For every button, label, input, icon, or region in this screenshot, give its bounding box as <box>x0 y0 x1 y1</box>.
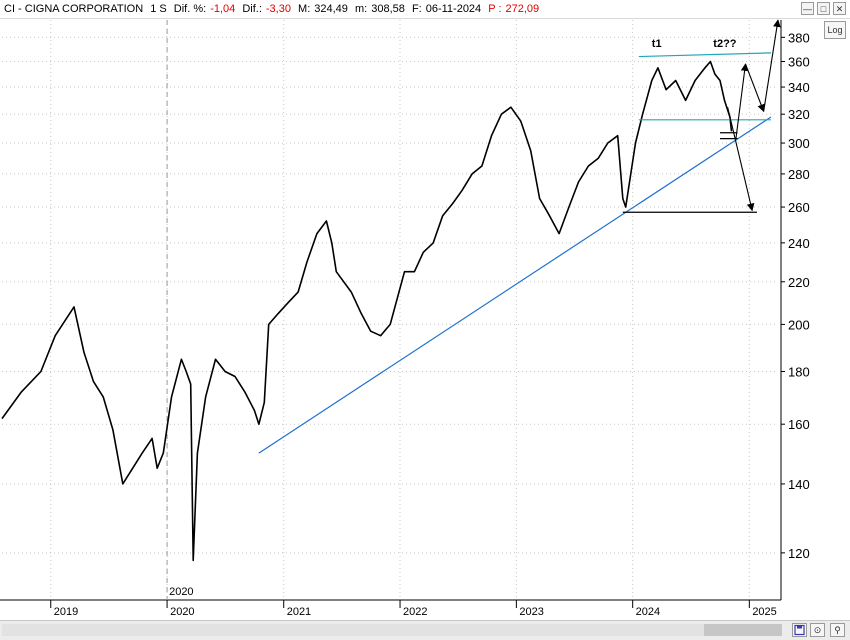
dif-pct-label: Dif. %: <box>173 3 207 15</box>
title-bar: CI - CIGNA CORPORATION 1 S Dif. %: -1,04 … <box>0 0 850 19</box>
close-icon[interactable]: ✕ <box>833 2 846 15</box>
support-trendline <box>258 116 772 454</box>
y-tick-label: 180 <box>788 365 810 380</box>
scrollbar-thumb[interactable] <box>704 624 782 636</box>
x-tick-label: 2019 <box>54 606 78 618</box>
y-tick-label: 140 <box>788 477 810 492</box>
max-value: 324,49 <box>314 3 348 15</box>
date-label: F: <box>411 3 422 15</box>
dif-pct-value: -1,04 <box>210 3 236 15</box>
x-tick-label: 2025 <box>752 606 776 618</box>
y-tick-label: 120 <box>788 546 810 561</box>
y-tick-label: 200 <box>788 317 810 332</box>
log-scale-button[interactable]: Log <box>824 21 846 39</box>
window-controls: — □ ✕ <box>801 2 846 15</box>
x-tick-label: 2021 <box>287 606 311 618</box>
min-label: m: <box>354 3 368 15</box>
price-label: P : <box>488 3 502 15</box>
price-value: 272,09 <box>505 3 540 15</box>
ticker-label: CI - CIGNA CORPORATION <box>4 3 144 15</box>
y-tick-label: 340 <box>788 80 810 95</box>
save-icon[interactable] <box>792 623 807 637</box>
date-value: 06-11-2024 <box>425 3 482 15</box>
pin-icon[interactable]: ⊙ <box>810 623 825 637</box>
x-tick-label: 2022 <box>403 606 427 618</box>
max-label: M: <box>298 3 311 15</box>
vertical-marker-label: 2020 <box>169 586 193 598</box>
y-tick-label: 240 <box>788 236 810 251</box>
y-tick-label: 220 <box>788 275 810 290</box>
y-tick-label: 280 <box>788 167 810 182</box>
annotation-label: t2?? <box>713 38 737 50</box>
x-tick-label: 2023 <box>519 606 543 618</box>
horizontal-scrollbar[interactable] <box>2 624 782 636</box>
period-label: 1 S <box>150 3 167 15</box>
magnify-icon[interactable]: ⚲ <box>830 623 845 637</box>
projection-arrow <box>763 19 781 112</box>
annotation-label: t1 <box>652 38 662 50</box>
channel-line <box>638 52 772 58</box>
y-tick-label: 360 <box>788 54 810 69</box>
minimize-icon[interactable]: — <box>801 2 814 15</box>
projection-arrow <box>735 63 749 139</box>
maximize-icon[interactable]: □ <box>817 2 830 15</box>
status-bar: ⊙ ⚲ <box>0 620 850 640</box>
y-tick-label: 160 <box>788 417 810 432</box>
dif-label: Dif.: <box>242 3 262 15</box>
y-tick-label: 380 <box>788 30 810 45</box>
y-tick-label: 320 <box>788 107 810 122</box>
x-tick-label: 2020 <box>170 606 194 618</box>
projection-arrow <box>727 107 755 212</box>
price-series-line <box>1 60 733 562</box>
price-chart[interactable]: 120 140 160 180 200 220 240 260 280 300 320 340 360 3… <box>0 0 850 620</box>
x-tick-label: 2024 <box>636 606 660 618</box>
projection-arrow <box>744 63 765 113</box>
min-value: 308,58 <box>371 3 405 15</box>
dif-value: -3,30 <box>265 3 291 15</box>
y-tick-label: 260 <box>788 200 810 215</box>
y-tick-label: 300 <box>788 136 810 151</box>
